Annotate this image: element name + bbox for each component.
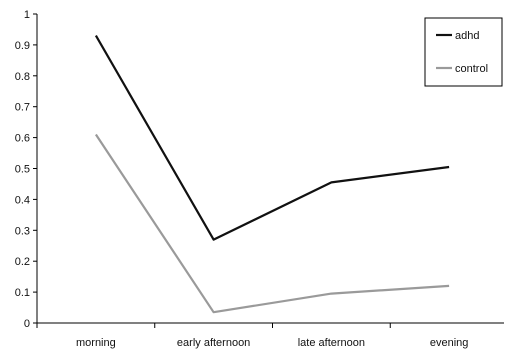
y-tick-label: 0.5 [15, 164, 30, 176]
legend-box [424, 17, 503, 87]
x-tick-label: late afternoon [298, 337, 365, 349]
y-tick-label: 0.7 [15, 102, 30, 114]
series-line-control [94, 133, 450, 314]
y-tick-label: 0.9 [15, 40, 30, 52]
x-tick-label: evening [430, 337, 469, 349]
y-tick-label: 0.2 [15, 256, 30, 268]
y-tick-label: 0 [24, 318, 30, 330]
y-tick-label: 0.6 [15, 133, 30, 145]
y-tick-label: 0.8 [15, 71, 30, 83]
y-tick-label: 0.4 [15, 194, 30, 206]
series-line-adhd [94, 35, 450, 241]
legend-label-control: control [455, 63, 488, 75]
y-tick-label: 0.3 [15, 225, 30, 237]
y-tick-label: 1 [24, 9, 30, 21]
x-tick-label: early afternoon [177, 337, 250, 349]
legend-label-adhd: adhd [455, 30, 479, 42]
y-tick-label: 0.1 [15, 287, 30, 299]
x-tick-label: morning [76, 337, 116, 349]
